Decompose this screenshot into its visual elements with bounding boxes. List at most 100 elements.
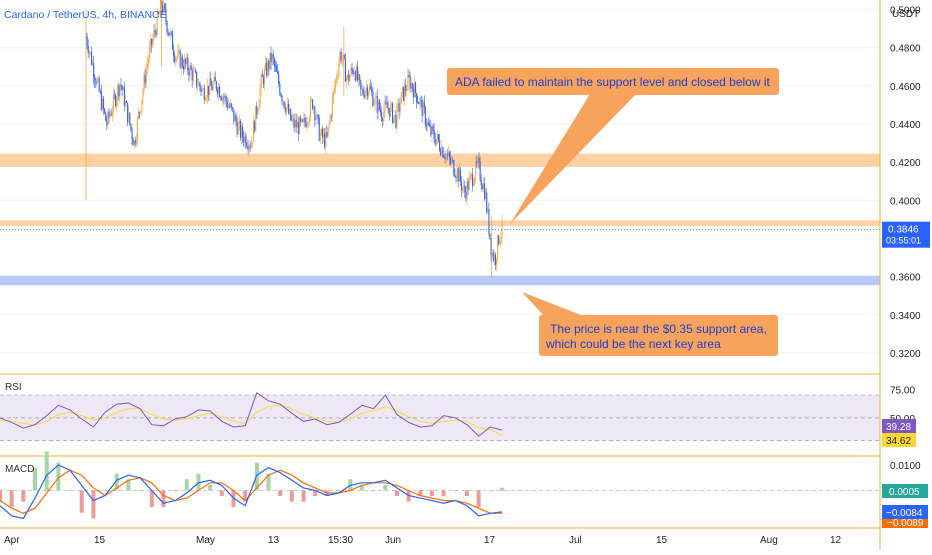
candle-body bbox=[355, 66, 357, 81]
candle-body bbox=[99, 91, 101, 93]
candle-body bbox=[249, 146, 251, 148]
candle-body bbox=[465, 191, 467, 199]
macd-panel[interactable]: MACD bbox=[0, 451, 880, 520]
time-axis-ticks[interactable]: Apr 15 May 13 15:30 Jun 17 Jul 15 Aug 12 bbox=[4, 535, 842, 546]
candle-body bbox=[405, 85, 407, 91]
candle-body bbox=[443, 157, 445, 158]
candle-body bbox=[251, 141, 253, 144]
candle-body bbox=[332, 90, 335, 98]
candle-body bbox=[281, 96, 283, 102]
candle-body bbox=[436, 134, 439, 140]
macd-hist-bar bbox=[464, 490, 469, 497]
candle-body bbox=[399, 104, 401, 112]
candle-body bbox=[86, 36, 88, 46]
candle-body bbox=[323, 133, 325, 138]
candle-body bbox=[147, 58, 149, 64]
candle-body bbox=[398, 103, 400, 112]
candle-body bbox=[297, 121, 299, 134]
candle-body bbox=[240, 126, 243, 138]
candle-body bbox=[170, 31, 172, 33]
candle-body bbox=[146, 63, 148, 70]
candle-body bbox=[447, 152, 449, 156]
candle-body bbox=[222, 96, 224, 101]
last-price-badge: 0.3846 03:55:01 bbox=[882, 221, 930, 248]
candle-body bbox=[230, 103, 232, 108]
candle-body bbox=[267, 61, 269, 76]
macd-hist-bar bbox=[500, 487, 504, 491]
candle-body bbox=[295, 120, 297, 128]
candle-body bbox=[115, 95, 117, 106]
price-axis-ticks[interactable]: 0.5000 0.4800 0.4600 0.4400 0.4200 0.4000 0.38… bbox=[890, 6, 921, 360]
candle-body bbox=[130, 123, 132, 129]
candle-body bbox=[365, 87, 367, 92]
candle-body bbox=[242, 126, 244, 137]
macd-hist-bar bbox=[79, 490, 84, 513]
candle-body bbox=[348, 74, 350, 82]
candle-body bbox=[470, 174, 472, 176]
candle-body bbox=[268, 61, 270, 69]
candle-body bbox=[402, 86, 405, 101]
candle-body bbox=[378, 100, 380, 110]
candle-body bbox=[266, 63, 268, 76]
candle-body bbox=[428, 122, 430, 126]
candle-body bbox=[289, 108, 291, 114]
time-tick-label: Apr bbox=[4, 535, 20, 546]
candle-body bbox=[294, 120, 296, 128]
candle-body bbox=[101, 98, 104, 110]
candle-body bbox=[177, 50, 179, 57]
time-tick-label: 12 bbox=[830, 535, 842, 546]
candle-body bbox=[401, 86, 403, 93]
candle-body bbox=[462, 188, 464, 191]
rsi-band bbox=[0, 395, 880, 441]
candle-body bbox=[302, 119, 304, 122]
candle-body bbox=[121, 85, 123, 91]
candle-body bbox=[273, 59, 275, 66]
candle-body bbox=[444, 157, 446, 160]
candle-body bbox=[221, 97, 223, 101]
candle-body bbox=[347, 74, 349, 78]
candle-body bbox=[471, 174, 474, 186]
candle-body bbox=[346, 77, 348, 82]
macd-hist-bar bbox=[231, 490, 236, 508]
candle-body bbox=[259, 88, 261, 104]
candle-body bbox=[186, 57, 188, 64]
candle-body bbox=[261, 74, 263, 77]
candle-body bbox=[363, 94, 365, 98]
candle-body bbox=[145, 69, 147, 84]
candle-body bbox=[143, 74, 145, 91]
candle-body bbox=[191, 69, 193, 81]
candle-body bbox=[374, 96, 376, 104]
candle-body bbox=[232, 107, 234, 110]
candle-body bbox=[175, 58, 177, 62]
candle-body bbox=[352, 70, 354, 74]
candle-body bbox=[120, 84, 122, 86]
candle-body bbox=[329, 115, 331, 124]
candle-body bbox=[312, 99, 314, 110]
candle-body bbox=[305, 122, 307, 127]
candle-body bbox=[394, 115, 396, 117]
rsi-panel[interactable]: RSI bbox=[0, 382, 880, 441]
candle-body bbox=[156, 12, 158, 35]
candle-body bbox=[234, 115, 236, 122]
candle-body bbox=[469, 175, 471, 178]
candle-body bbox=[351, 67, 353, 71]
candle-body bbox=[109, 114, 111, 117]
macd-hist-bar bbox=[313, 490, 318, 497]
candle-body bbox=[319, 134, 321, 141]
candle-body bbox=[277, 71, 279, 74]
candle-body bbox=[92, 63, 94, 65]
candle-body bbox=[181, 56, 183, 67]
candle-body bbox=[178, 50, 180, 52]
candle-body bbox=[200, 87, 202, 92]
candle-body bbox=[298, 117, 301, 134]
macd-hist-bar bbox=[453, 490, 458, 492]
candle-body bbox=[87, 45, 89, 54]
candle-body bbox=[190, 65, 192, 70]
candle-body bbox=[301, 119, 303, 122]
candle-countdown: 03:55:01 bbox=[886, 236, 921, 246]
candle-body bbox=[321, 128, 324, 138]
callout-bottom-line2: which could be the next key area bbox=[545, 337, 721, 351]
last-price-value: 0.3846 bbox=[888, 225, 919, 236]
macd-hist-bar bbox=[488, 490, 493, 492]
